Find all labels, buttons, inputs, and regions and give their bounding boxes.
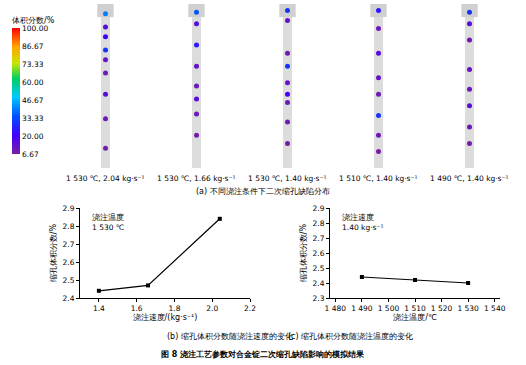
svg-text:2.6: 2.6 — [63, 258, 75, 267]
svg-text:缩孔体积分数/%: 缩孔体积分数/% — [49, 223, 58, 282]
svg-text:1 500: 1 500 — [378, 304, 400, 313]
svg-text:1 510 ℃, 1.40 kg·s⁻¹: 1 510 ℃, 1.40 kg·s⁻¹ — [339, 174, 418, 183]
svg-text:86.67: 86.67 — [22, 42, 44, 51]
svg-text:1 490: 1 490 — [351, 304, 373, 313]
svg-text:20.00: 20.00 — [22, 132, 44, 141]
svg-text:1 480: 1 480 — [325, 304, 347, 313]
svg-text:1 530 ℃, 2.04 kg·s⁻¹: 1 530 ℃, 2.04 kg·s⁻¹ — [66, 174, 145, 183]
svg-text:2.8: 2.8 — [313, 219, 325, 228]
svg-text:2.6: 2.6 — [313, 249, 325, 258]
svg-text:2.0: 2.0 — [206, 304, 218, 313]
svg-text:2.2: 2.2 — [244, 304, 256, 313]
svg-text:46.67: 46.67 — [22, 96, 44, 105]
svg-text:1.8: 1.8 — [168, 304, 180, 313]
svg-text:2.5: 2.5 — [313, 264, 325, 273]
svg-text:1 530 ℃, 1.40 kg·s⁻¹: 1 530 ℃, 1.40 kg·s⁻¹ — [248, 174, 327, 183]
svg-text:浇注速度/(kg·s⁻¹): 浇注速度/(kg·s⁻¹) — [133, 313, 198, 322]
svg-text:1 540: 1 540 — [484, 304, 506, 313]
svg-text:2.7: 2.7 — [313, 234, 325, 243]
svg-text:图 8 浇注工艺参数对合金锭二次缩孔缺陷影响的模拟结果: 图 8 浇注工艺参数对合金锭二次缩孔缺陷影响的模拟结果 — [161, 350, 365, 359]
svg-text:1 510: 1 510 — [404, 304, 426, 313]
svg-text:1.6: 1.6 — [131, 304, 143, 313]
svg-text:2.7: 2.7 — [63, 240, 75, 249]
svg-text:2.3: 2.3 — [313, 294, 325, 303]
svg-text:1 520: 1 520 — [431, 304, 453, 313]
svg-text:1 530: 1 530 — [457, 304, 479, 313]
svg-text:缩孔体积分数/%: 缩孔体积分数/% — [299, 223, 308, 282]
svg-text:1 490 ℃, 1.40 kg·s⁻¹: 1 490 ℃, 1.40 kg·s⁻¹ — [430, 174, 509, 183]
svg-text:2.8: 2.8 — [63, 222, 75, 231]
svg-text:2.9: 2.9 — [63, 204, 75, 213]
svg-text:33.33: 33.33 — [22, 114, 44, 123]
svg-text:2.4: 2.4 — [63, 294, 75, 303]
svg-text:浇注温度/℃: 浇注温度/℃ — [393, 313, 437, 322]
svg-text:60.00: 60.00 — [22, 78, 44, 87]
svg-text:100.00: 100.00 — [22, 24, 48, 33]
svg-text:73.33: 73.33 — [22, 60, 44, 69]
svg-text:体积分数/%: 体积分数/% — [12, 16, 55, 25]
svg-text:浇注温度1 530 ℃: 浇注温度1 530 ℃ — [92, 213, 124, 232]
svg-text:浇注速度1.40 kg·s⁻¹: 浇注速度1.40 kg·s⁻¹ — [342, 213, 383, 232]
svg-text:2.9: 2.9 — [313, 204, 325, 213]
svg-text:6.67: 6.67 — [22, 150, 39, 159]
svg-text:1 530 ℃, 1.66 kg·s⁻¹: 1 530 ℃, 1.66 kg·s⁻¹ — [157, 174, 236, 183]
svg-text:2.4: 2.4 — [313, 279, 325, 288]
svg-text:(c) 缩孔体积分数随浇注温度的变化: (c) 缩孔体积分数随浇注温度的变化 — [288, 332, 413, 341]
svg-text:(a) 不同浇注条件下二次缩孔缺陷分布: (a) 不同浇注条件下二次缩孔缺陷分布 — [196, 187, 330, 196]
svg-text:1.4: 1.4 — [93, 304, 105, 313]
svg-text:2.5: 2.5 — [63, 276, 75, 285]
svg-text:(b) 缩孔体积分数随浇注速度的变化: (b) 缩孔体积分数随浇注速度的变化 — [167, 332, 293, 341]
